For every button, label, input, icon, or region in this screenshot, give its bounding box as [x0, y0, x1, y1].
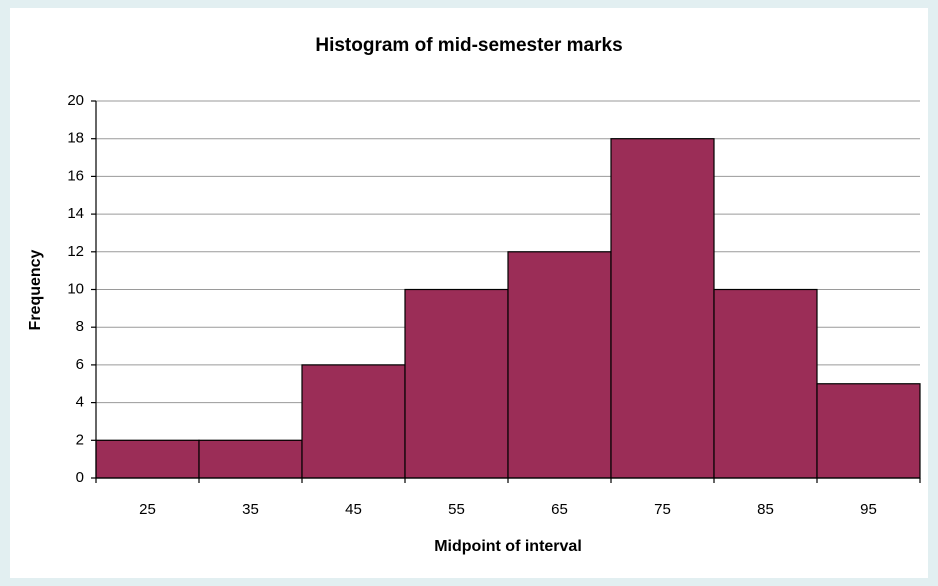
bar: [301, 364, 406, 479]
y-tick-label: 20: [67, 92, 84, 109]
y-tick-label: 18: [67, 130, 84, 147]
x-tick-label: 95: [860, 501, 877, 518]
bar: [198, 439, 303, 479]
bar: [610, 138, 715, 479]
y-tick-label: 8: [76, 318, 84, 335]
bar: [404, 288, 509, 479]
x-tick-label: 55: [448, 501, 465, 518]
y-tick-label: 2: [76, 431, 84, 448]
chart-title: Histogram of mid-semester marks: [315, 35, 622, 56]
y-tick-label: 0: [76, 469, 84, 486]
y-tick-label: 4: [76, 394, 84, 411]
bar: [507, 251, 612, 479]
y-axis-label: Frequency: [27, 249, 44, 330]
y-tick-label: 10: [67, 280, 84, 297]
bar: [95, 439, 200, 479]
x-tick-label: 75: [654, 501, 671, 518]
x-tick-label: 85: [757, 501, 774, 518]
y-tick-label: 6: [76, 356, 84, 373]
y-tick-label: 16: [67, 167, 84, 184]
y-tick-label: 14: [67, 205, 84, 222]
x-axis-label: Midpoint of interval: [434, 538, 582, 555]
bar: [816, 383, 921, 479]
y-tick-label: 12: [67, 243, 84, 260]
x-tick-label: 25: [139, 501, 156, 518]
x-tick-label: 35: [242, 501, 259, 518]
x-tick-label: 45: [345, 501, 362, 518]
bar: [713, 288, 818, 479]
x-tick-label: 65: [551, 501, 568, 518]
